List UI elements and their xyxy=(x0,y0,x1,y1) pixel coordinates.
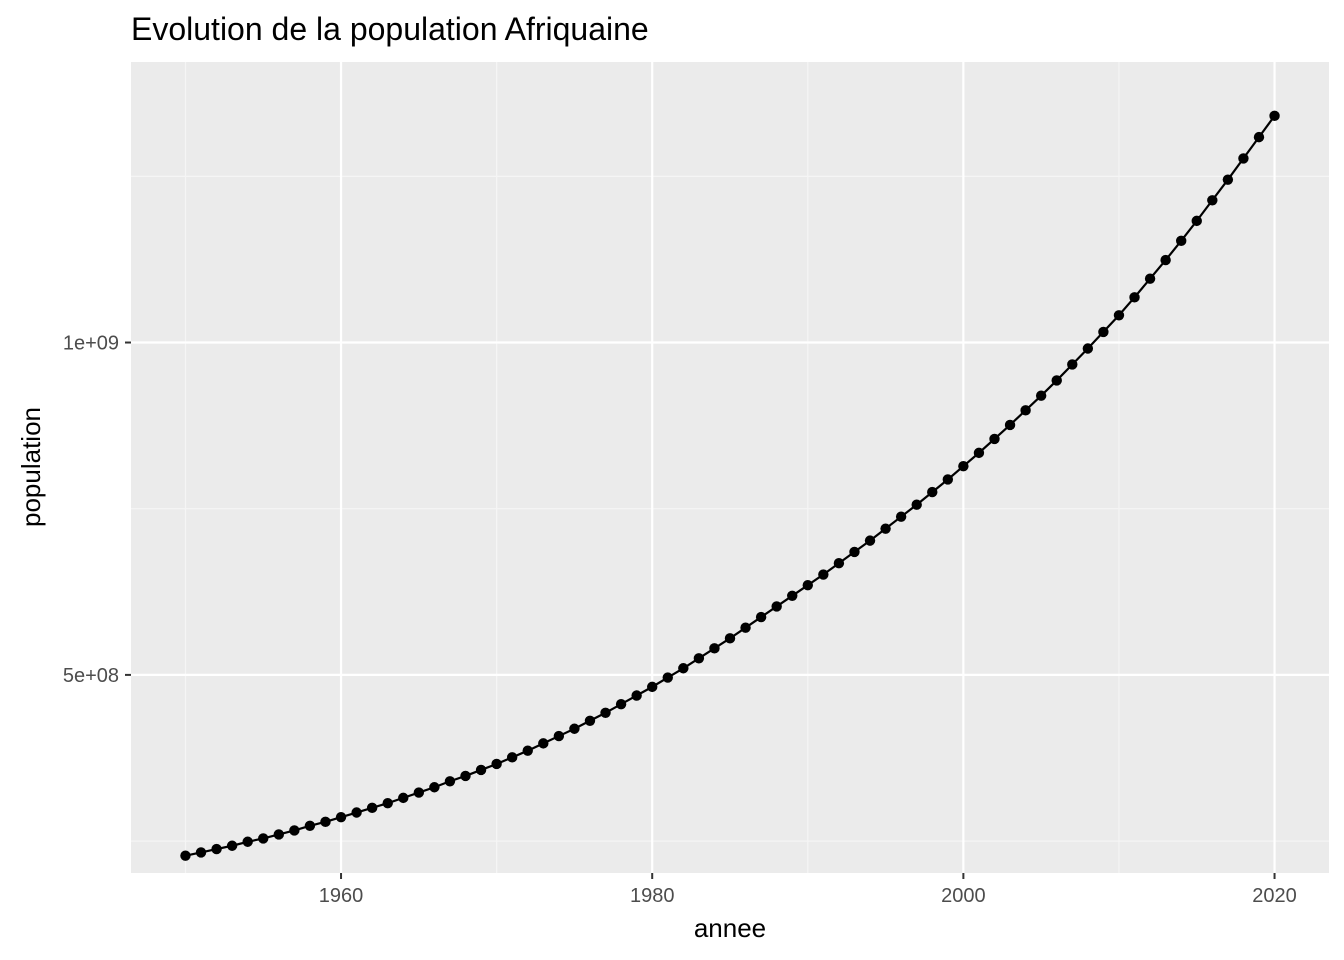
data-point xyxy=(444,776,456,787)
data-point xyxy=(429,782,440,793)
data-point xyxy=(1144,273,1156,284)
data-point xyxy=(631,690,642,701)
data-point xyxy=(911,499,922,510)
data-point xyxy=(678,663,689,674)
data-point xyxy=(833,558,845,569)
data-point xyxy=(1253,131,1265,143)
data-point xyxy=(973,447,985,459)
data-point xyxy=(958,460,969,472)
x-axis: 1960 1980 2000 2020 xyxy=(319,873,1297,907)
data-point xyxy=(693,653,705,664)
data-point xyxy=(258,833,269,844)
data-point xyxy=(989,433,1000,445)
data-point xyxy=(662,672,673,683)
data-point xyxy=(647,681,658,693)
data-point xyxy=(491,758,502,770)
data-point xyxy=(1082,343,1094,354)
data-point xyxy=(584,715,596,726)
data-point xyxy=(927,486,938,498)
x-axis-title: annee xyxy=(694,913,766,943)
data-point xyxy=(1238,153,1249,164)
major-gridlines xyxy=(131,62,1329,873)
data-point xyxy=(335,811,347,823)
data-point xyxy=(1098,326,1109,338)
data-point xyxy=(771,601,782,612)
data-point xyxy=(755,611,767,623)
data-point xyxy=(460,770,471,782)
y-axis: 5e+08 1e+09 xyxy=(63,333,131,687)
data-point xyxy=(724,633,736,644)
data-point xyxy=(506,752,518,763)
x-tick-label: 1960 xyxy=(319,885,364,907)
data-point xyxy=(849,546,860,558)
data-point xyxy=(382,798,393,809)
data-point xyxy=(226,840,238,851)
data-point xyxy=(1175,235,1187,247)
data-point xyxy=(522,745,533,756)
data-point xyxy=(320,816,331,828)
data-point xyxy=(569,723,580,734)
data-point xyxy=(1004,419,1016,431)
data-point xyxy=(1160,254,1171,266)
y-tick-label: 5e+08 xyxy=(63,665,119,687)
data-point xyxy=(398,792,409,804)
data-point xyxy=(942,474,954,485)
data-point xyxy=(1035,390,1047,401)
y-axis-title: population xyxy=(16,407,46,527)
data-point xyxy=(553,730,565,742)
data-point xyxy=(366,802,378,814)
series-layer xyxy=(180,110,1280,861)
data-point xyxy=(351,807,362,818)
data-point xyxy=(818,569,829,580)
data-point xyxy=(180,850,191,861)
data-point xyxy=(538,738,549,749)
y-tick-label: 1e+09 xyxy=(63,333,119,355)
minor-gridlines xyxy=(131,62,1329,873)
data-point xyxy=(475,764,487,776)
data-point xyxy=(895,511,907,522)
data-point xyxy=(1222,174,1234,185)
data-point xyxy=(600,707,611,718)
data-point xyxy=(1051,375,1062,386)
data-point xyxy=(709,643,720,654)
data-point xyxy=(273,829,285,840)
x-tick-label: 2000 xyxy=(941,885,986,907)
x-tick-label: 2020 xyxy=(1252,885,1297,907)
data-point xyxy=(1269,110,1280,122)
data-point xyxy=(864,535,876,546)
data-point xyxy=(1020,405,1031,416)
data-point xyxy=(1191,215,1202,227)
data-point xyxy=(880,523,891,534)
data-point xyxy=(211,843,222,855)
chart-title: Evolution de la population Afriquaine xyxy=(131,11,649,47)
data-point xyxy=(1129,292,1140,303)
data-point xyxy=(615,698,627,710)
data-point xyxy=(413,787,425,798)
data-point xyxy=(787,590,798,601)
data-point xyxy=(740,622,751,633)
data-point xyxy=(1113,310,1125,321)
data-point xyxy=(1207,195,1218,206)
data-point xyxy=(1067,359,1078,370)
data-point xyxy=(289,825,300,836)
data-point xyxy=(802,579,813,591)
data-point xyxy=(304,820,316,832)
plot-panel xyxy=(131,62,1329,873)
data-point xyxy=(242,836,253,847)
data-point xyxy=(195,847,207,858)
x-tick-label: 1980 xyxy=(630,885,675,907)
